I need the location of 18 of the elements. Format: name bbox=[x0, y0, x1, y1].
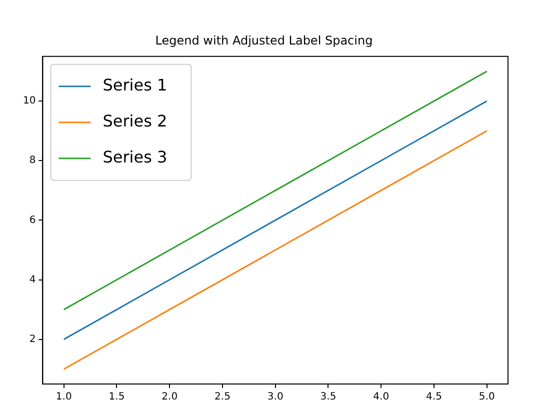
x-tick-label: 3.0 bbox=[267, 392, 284, 403]
y-tick-label: 8 bbox=[29, 155, 36, 166]
y-tick-label: 2 bbox=[29, 334, 36, 345]
x-tick-label: 2.5 bbox=[214, 392, 230, 403]
y-tick-label: 4 bbox=[29, 274, 36, 286]
x-tick-label: 4.0 bbox=[373, 392, 390, 403]
y-tick-label: 10 bbox=[22, 96, 36, 107]
x-tick-label: 2.0 bbox=[162, 392, 178, 403]
y-tick-label: 6 bbox=[29, 214, 36, 226]
legend-label: Series 2 bbox=[102, 112, 168, 131]
x-tick-label: 5.0 bbox=[478, 392, 495, 403]
legend-label: Series 1 bbox=[102, 76, 168, 95]
x-tick-label: 3.5 bbox=[320, 392, 336, 403]
x-tick-label: 4.5 bbox=[426, 392, 442, 403]
x-tick-label: 1.0 bbox=[56, 392, 72, 403]
chart-title: Legend with Adjusted Label Spacing bbox=[155, 33, 373, 48]
x-tick-label: 1.5 bbox=[108, 392, 125, 403]
legend-label: Series 3 bbox=[102, 148, 168, 167]
